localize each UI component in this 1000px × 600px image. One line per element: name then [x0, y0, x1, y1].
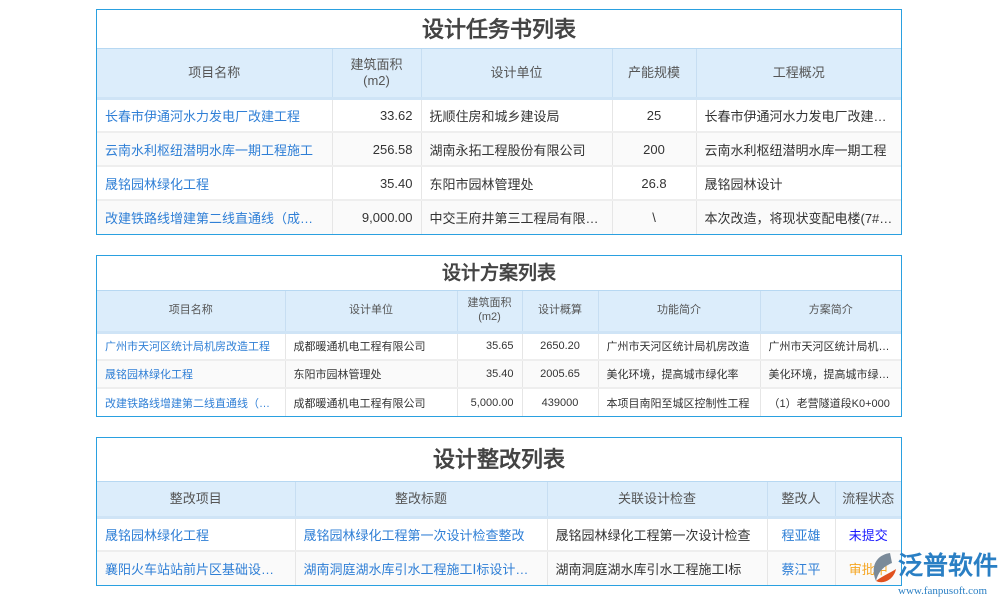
table-row[interactable]: 晟铭园林绿化工程 35.40 东阳市园林管理处 26.8 晟铭园林设计: [97, 166, 901, 201]
table-row[interactable]: 长春市伊通河水力发电厂改建工程 33.62 抚顺住房和城乡建设局 25 长春市伊通河水力…: [97, 98, 901, 133]
project-name-link[interactable]: 广州市天河区统计局机房改造工程: [97, 332, 286, 361]
table-cell: 2650.20: [522, 332, 599, 361]
table-cell: 广州市天河区统计局机房改造: [760, 332, 901, 361]
task-list-table: 项目名称 建筑面积 (m2) 设计单位 产能规模 工程概况 长春市伊通河水力发电厂改建工程…: [97, 49, 901, 234]
status-badge: 未提交: [835, 517, 901, 552]
table-cell: 晟铭园林设计: [696, 166, 901, 201]
logo-mark-icon: [873, 553, 896, 583]
column-header: 建筑面积 (m2): [457, 291, 523, 334]
project-name-link[interactable]: 晟铭园林绿化工程: [97, 517, 296, 552]
person-link[interactable]: 程亚雄: [767, 517, 836, 552]
table-cell: 晟铭园林绿化工程第一次设计检查: [547, 517, 768, 552]
table-cell: 25: [612, 98, 697, 133]
table-row[interactable]: 云南水利枢纽潜明水库一期工程施工 256.58 湖南永拓工程股份有限公司 200 云南水…: [97, 132, 901, 167]
table-cell: 本项目南阳至城区控制性工程: [598, 388, 761, 416]
project-name-link[interactable]: 襄阳火车站站前片区基础设施工程: [97, 551, 296, 585]
table-cell: \: [612, 200, 697, 234]
table-cell: 26.8: [612, 166, 697, 201]
scheme-list-panel: 设计方案列表 项目名称 设计单位 建筑面积 (m2) 设计概算 功能简介 方案简介 广州市天…: [96, 255, 902, 417]
logo-name: 泛普软件: [898, 552, 999, 580]
rectify-list-panel: 设计整改列表 整改项目 整改标题 关联设计检查 整改人 流程状态 晟铭园林绿化工程 晟铭园林…: [96, 437, 902, 586]
column-header: 方案简介: [760, 291, 901, 334]
column-header: 整改人: [767, 482, 836, 519]
task-list-panel: 设计任务书列表 项目名称 建筑面积 (m2) 设计单位 产能规模 工程概况 长春市伊通河水…: [96, 9, 902, 235]
panel-title: 设计任务书列表: [97, 10, 901, 49]
table-cell: 35.40: [457, 360, 523, 389]
table-cell: 439000: [522, 388, 599, 416]
table-cell: 东阳市园林管理处: [421, 166, 613, 201]
project-name-link[interactable]: 晟铭园林绿化工程: [97, 360, 286, 389]
fanpu-logo: 泛普软件 www.fanpusoft.com: [862, 545, 1000, 600]
project-name-link[interactable]: 长春市伊通河水力发电厂改建工程: [97, 98, 333, 133]
table-cell: 5,000.00: [457, 388, 523, 416]
column-header: 项目名称: [97, 49, 333, 100]
rectify-title-link[interactable]: 湖南洞庭湖水库引水工程施工Ⅰ标设计整改: [295, 551, 548, 585]
column-header: 设计单位: [285, 291, 458, 334]
project-name-link[interactable]: 改建铁路线增建第二线直通线（成都）: [97, 200, 333, 234]
table-cell: 35.65: [457, 332, 523, 361]
column-header: 功能简介: [598, 291, 761, 334]
person-link[interactable]: 蔡江平: [767, 551, 836, 585]
table-cell: 湖南洞庭湖水库引水工程施工Ⅰ标: [547, 551, 768, 585]
column-header: 工程概况: [696, 49, 901, 100]
table-row[interactable]: 改建铁路线增建第二线直通线（成都） 成都暖通机电工程有限公司 5,000.00 439…: [97, 388, 901, 416]
table-cell: 200: [612, 132, 697, 167]
table-cell: 256.58: [332, 132, 422, 167]
rectify-list-table: 整改项目 整改标题 关联设计检查 整改人 流程状态 晟铭园林绿化工程 晟铭园林绿化工程第一次…: [97, 482, 901, 585]
table-cell: 广州市天河区统计局机房改造: [598, 332, 761, 361]
column-header: 设计单位: [421, 49, 613, 100]
project-name-link[interactable]: 晟铭园林绿化工程: [97, 166, 333, 201]
project-name-link[interactable]: 改建铁路线增建第二线直通线（成都）: [97, 388, 286, 416]
scheme-list-table: 项目名称 设计单位 建筑面积 (m2) 设计概算 功能简介 方案简介 广州市天河区统计局机房…: [97, 291, 901, 416]
table-cell: 35.40: [332, 166, 422, 201]
table-cell: 2005.65: [522, 360, 599, 389]
column-header: 整改标题: [295, 482, 548, 519]
column-header: 整改项目: [97, 482, 296, 519]
table-cell: 中交王府井第三工程局有限公司: [421, 200, 613, 234]
table-cell: 成都暖通机电工程有限公司: [285, 332, 458, 361]
panel-title: 设计方案列表: [97, 256, 901, 291]
table-cell: 湖南永拓工程股份有限公司: [421, 132, 613, 167]
column-header: 建筑面积 (m2): [332, 49, 422, 100]
rectify-title-link[interactable]: 晟铭园林绿化工程第一次设计检查整改: [295, 517, 548, 552]
table-cell: 长春市伊通河水力发电厂改建工程: [696, 98, 901, 133]
project-name-link[interactable]: 云南水利枢纽潜明水库一期工程施工: [97, 132, 333, 167]
table-cell: 东阳市园林管理处: [285, 360, 458, 389]
table-cell: 美化环境，提高城市绿化率: [760, 360, 901, 389]
table-cell: 云南水利枢纽潜明水库一期工程: [696, 132, 901, 167]
column-header: 项目名称: [97, 291, 286, 334]
table-cell: 本次改造，将现状变配电楼(7#楼): [696, 200, 901, 234]
column-header: 设计概算: [522, 291, 599, 334]
panel-title: 设计整改列表: [97, 438, 901, 482]
column-header: 关联设计检查: [547, 482, 768, 519]
table-cell: 9,000.00: [332, 200, 422, 234]
table-row[interactable]: 襄阳火车站站前片区基础设施工程 湖南洞庭湖水库引水工程施工Ⅰ标设计整改 湖南洞庭湖水…: [97, 551, 901, 585]
table-row[interactable]: 晟铭园林绿化工程 东阳市园林管理处 35.40 2005.65 美化环境，提高城市绿化率…: [97, 360, 901, 389]
table-cell: （1）老营隧道段K0+000: [768, 397, 890, 410]
table-row[interactable]: 广州市天河区统计局机房改造工程 成都暖通机电工程有限公司 35.65 2650.20 广…: [97, 332, 901, 361]
column-header: 产能规模: [612, 49, 697, 100]
table-cell: 抚顺住房和城乡建设局: [421, 98, 613, 133]
table-cell: 成都暖通机电工程有限公司: [285, 388, 458, 416]
table-row[interactable]: 改建铁路线增建第二线直通线（成都） 9,000.00 中交王府井第三工程局有限公司 \…: [97, 200, 901, 234]
table-row[interactable]: 晟铭园林绿化工程 晟铭园林绿化工程第一次设计检查整改 晟铭园林绿化工程第一次设计检查…: [97, 517, 901, 552]
table-cell: 美化环境，提高城市绿化率: [598, 360, 761, 389]
table-cell: 33.62: [332, 98, 422, 133]
column-header: 流程状态: [835, 482, 901, 519]
logo-url: www.fanpusoft.com: [898, 585, 988, 597]
